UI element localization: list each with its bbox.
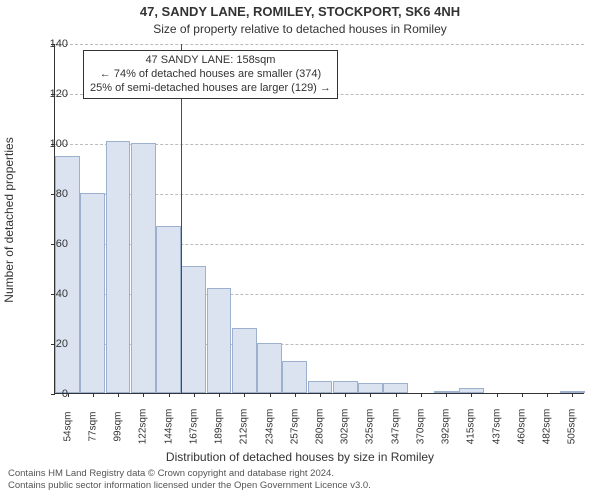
x-tick-mark bbox=[93, 393, 94, 397]
x-axis-label: Distribution of detached houses by size … bbox=[0, 450, 600, 464]
footer-line-1: Contains HM Land Registry data © Crown c… bbox=[8, 468, 592, 480]
x-tick-label: 189sqm bbox=[214, 409, 225, 445]
y-tick-label: 140 bbox=[38, 38, 68, 50]
histogram-bar bbox=[106, 141, 131, 394]
x-tick-mark bbox=[421, 393, 422, 397]
y-tick-label: 100 bbox=[38, 138, 68, 150]
x-tick-label: 370sqm bbox=[415, 409, 426, 445]
histogram-bar bbox=[282, 361, 307, 394]
x-tick-label: 482sqm bbox=[542, 409, 553, 445]
chart-container: 47, SANDY LANE, ROMILEY, STOCKPORT, SK6 … bbox=[0, 0, 600, 500]
histogram-bar bbox=[80, 193, 105, 393]
x-tick-mark bbox=[572, 393, 573, 397]
x-tick-label: 167sqm bbox=[188, 409, 199, 445]
histogram-bar bbox=[257, 343, 282, 393]
x-tick-mark bbox=[295, 393, 296, 397]
annotation-line-3: 25% of semi-detached houses are larger (… bbox=[90, 82, 331, 96]
footer: Contains HM Land Registry data © Crown c… bbox=[8, 468, 592, 493]
x-tick-mark bbox=[396, 393, 397, 397]
x-tick-label: 99sqm bbox=[113, 411, 124, 441]
x-tick-label: 505sqm bbox=[567, 409, 578, 445]
x-tick-mark bbox=[446, 393, 447, 397]
x-tick-label: 212sqm bbox=[239, 409, 250, 445]
histogram-bar bbox=[308, 381, 333, 394]
y-tick-label: 0 bbox=[38, 388, 68, 400]
y-axis-label: Number of detached properties bbox=[2, 137, 16, 302]
annotation-line-1: 47 SANDY LANE: 158sqm bbox=[90, 54, 331, 68]
x-tick-mark bbox=[169, 393, 170, 397]
x-tick-label: 460sqm bbox=[516, 409, 527, 445]
x-tick-mark bbox=[244, 393, 245, 397]
x-tick-mark bbox=[370, 393, 371, 397]
x-tick-mark bbox=[219, 393, 220, 397]
histogram-bar bbox=[181, 266, 206, 394]
x-tick-label: 122sqm bbox=[138, 409, 149, 445]
histogram-bar bbox=[131, 143, 156, 393]
grid-line bbox=[55, 44, 584, 45]
x-tick-label: 415sqm bbox=[466, 409, 477, 445]
x-tick-label: 325sqm bbox=[365, 409, 376, 445]
x-tick-label: 234sqm bbox=[264, 409, 275, 445]
x-tick-label: 144sqm bbox=[163, 409, 174, 445]
x-tick-mark bbox=[522, 393, 523, 397]
histogram-bar bbox=[156, 226, 181, 394]
x-tick-mark bbox=[345, 393, 346, 397]
x-tick-label: 437sqm bbox=[491, 409, 502, 445]
x-tick-mark bbox=[270, 393, 271, 397]
y-tick-label: 80 bbox=[38, 188, 68, 200]
histogram-bar bbox=[358, 383, 383, 393]
x-tick-label: 77sqm bbox=[87, 411, 98, 441]
y-tick-label: 20 bbox=[38, 338, 68, 350]
x-tick-label: 302sqm bbox=[340, 409, 351, 445]
chart-subtitle: Size of property relative to detached ho… bbox=[0, 22, 600, 36]
y-tick-label: 60 bbox=[38, 238, 68, 250]
x-tick-mark bbox=[320, 393, 321, 397]
x-tick-label: 392sqm bbox=[441, 409, 452, 445]
x-tick-mark bbox=[471, 393, 472, 397]
y-tick-label: 120 bbox=[38, 88, 68, 100]
x-tick-label: 280sqm bbox=[315, 409, 326, 445]
footer-line-2: Contains public sector information licen… bbox=[8, 480, 592, 492]
annotation-line-2: ← 74% of detached houses are smaller (37… bbox=[90, 68, 331, 82]
x-tick-mark bbox=[143, 393, 144, 397]
x-tick-label: 257sqm bbox=[289, 409, 300, 445]
y-tick-label: 40 bbox=[38, 288, 68, 300]
histogram-bar bbox=[207, 288, 232, 393]
histogram-bar bbox=[333, 381, 358, 394]
plot-area: 54sqm77sqm99sqm122sqm144sqm167sqm189sqm2… bbox=[54, 44, 584, 394]
chart-title: 47, SANDY LANE, ROMILEY, STOCKPORT, SK6 … bbox=[0, 4, 600, 19]
annotation-box: 47 SANDY LANE: 158sqm ← 74% of detached … bbox=[83, 50, 338, 99]
histogram-bar bbox=[232, 328, 257, 393]
x-tick-mark bbox=[194, 393, 195, 397]
x-tick-mark bbox=[497, 393, 498, 397]
x-tick-mark bbox=[547, 393, 548, 397]
x-tick-mark bbox=[118, 393, 119, 397]
x-tick-label: 54sqm bbox=[62, 411, 73, 441]
x-tick-label: 347sqm bbox=[390, 409, 401, 445]
histogram-bar bbox=[383, 383, 408, 393]
